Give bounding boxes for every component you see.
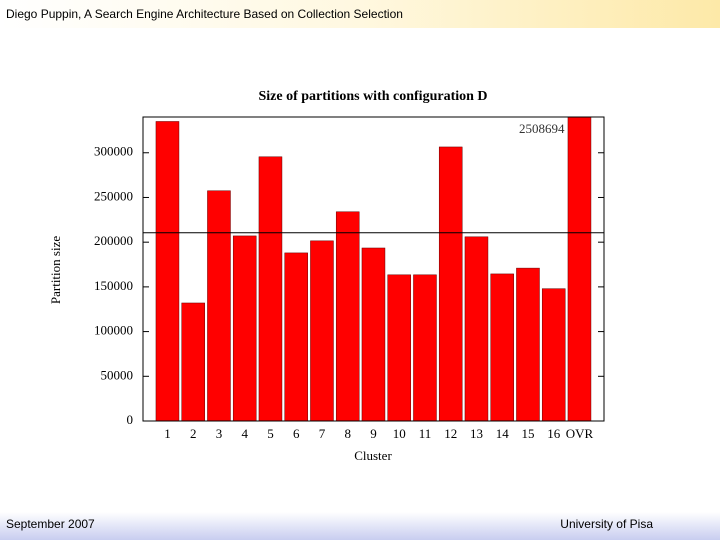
y-tick-label: 150000: [94, 278, 133, 293]
bar: [232, 235, 257, 421]
header-title: Diego Puppin, A Search Engine Architectu…: [6, 7, 403, 21]
footer: September 2007 University of Pisa: [0, 512, 720, 540]
y-tick-label: 250000: [94, 188, 133, 203]
bar: [258, 156, 283, 421]
y-tick-label: 300000: [94, 144, 133, 159]
y-tick-label: 0: [127, 412, 134, 427]
bar: [490, 273, 514, 421]
x-tick-label: OVR: [566, 426, 594, 441]
x-tick-label: 9: [370, 426, 377, 441]
bar: [541, 288, 566, 421]
x-tick-label: 16: [547, 426, 561, 441]
footer-right: University of Pisa: [560, 517, 653, 531]
bar: [413, 274, 437, 421]
x-axis-label: Cluster: [354, 448, 392, 463]
bars: [155, 117, 592, 421]
bar: [335, 211, 360, 421]
chart-title: Size of partitions with configuration D: [258, 89, 487, 104]
x-tick-label: 13: [470, 426, 483, 441]
bar: [387, 274, 411, 421]
x-tick-label: 10: [393, 426, 406, 441]
bar: [207, 190, 231, 421]
x-tick-label: 5: [267, 426, 274, 441]
y-tick-label: 100000: [94, 323, 133, 338]
x-tick-label: 7: [319, 426, 326, 441]
y-axis-label: Partition size: [48, 236, 63, 304]
x-tick-label: 1: [164, 426, 171, 441]
header: Diego Puppin, A Search Engine Architectu…: [0, 0, 720, 28]
data-label: 2508694: [519, 121, 565, 136]
x-tick-label: 12: [444, 426, 457, 441]
bar: [284, 252, 308, 421]
x-tick-label: 3: [216, 426, 223, 441]
y-tick-label: 200000: [94, 233, 133, 248]
x-tick-label: 4: [241, 426, 248, 441]
bar: [181, 302, 205, 421]
bar: [516, 267, 540, 421]
x-tick-label: 11: [419, 426, 432, 441]
bar: [155, 121, 180, 421]
bar: [361, 247, 386, 421]
x-tick-label: 14: [496, 426, 510, 441]
y-tick-label: 50000: [101, 367, 134, 382]
bar: [438, 146, 463, 421]
x-tick-label: 15: [521, 426, 534, 441]
x-tick-label: 2: [190, 426, 197, 441]
bar: [464, 236, 489, 421]
footer-left: September 2007: [6, 517, 95, 531]
x-tick-label: 8: [344, 426, 351, 441]
x-tick-label: 6: [293, 426, 300, 441]
bar: [310, 240, 334, 421]
plot-frame: [142, 116, 605, 422]
bar: [567, 117, 592, 421]
